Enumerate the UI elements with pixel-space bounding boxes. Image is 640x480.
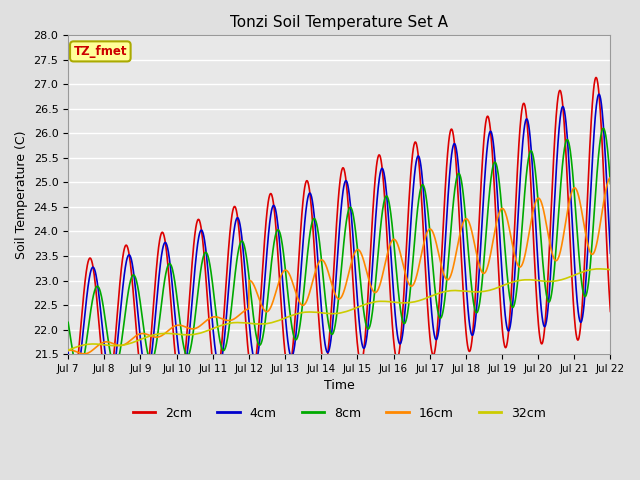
Title: Tonzi Soil Temperature Set A: Tonzi Soil Temperature Set A: [230, 15, 448, 30]
Text: TZ_fmet: TZ_fmet: [74, 45, 127, 58]
Y-axis label: Soil Temperature (C): Soil Temperature (C): [15, 131, 28, 259]
X-axis label: Time: Time: [324, 379, 355, 392]
Legend: 2cm, 4cm, 8cm, 16cm, 32cm: 2cm, 4cm, 8cm, 16cm, 32cm: [127, 402, 551, 425]
